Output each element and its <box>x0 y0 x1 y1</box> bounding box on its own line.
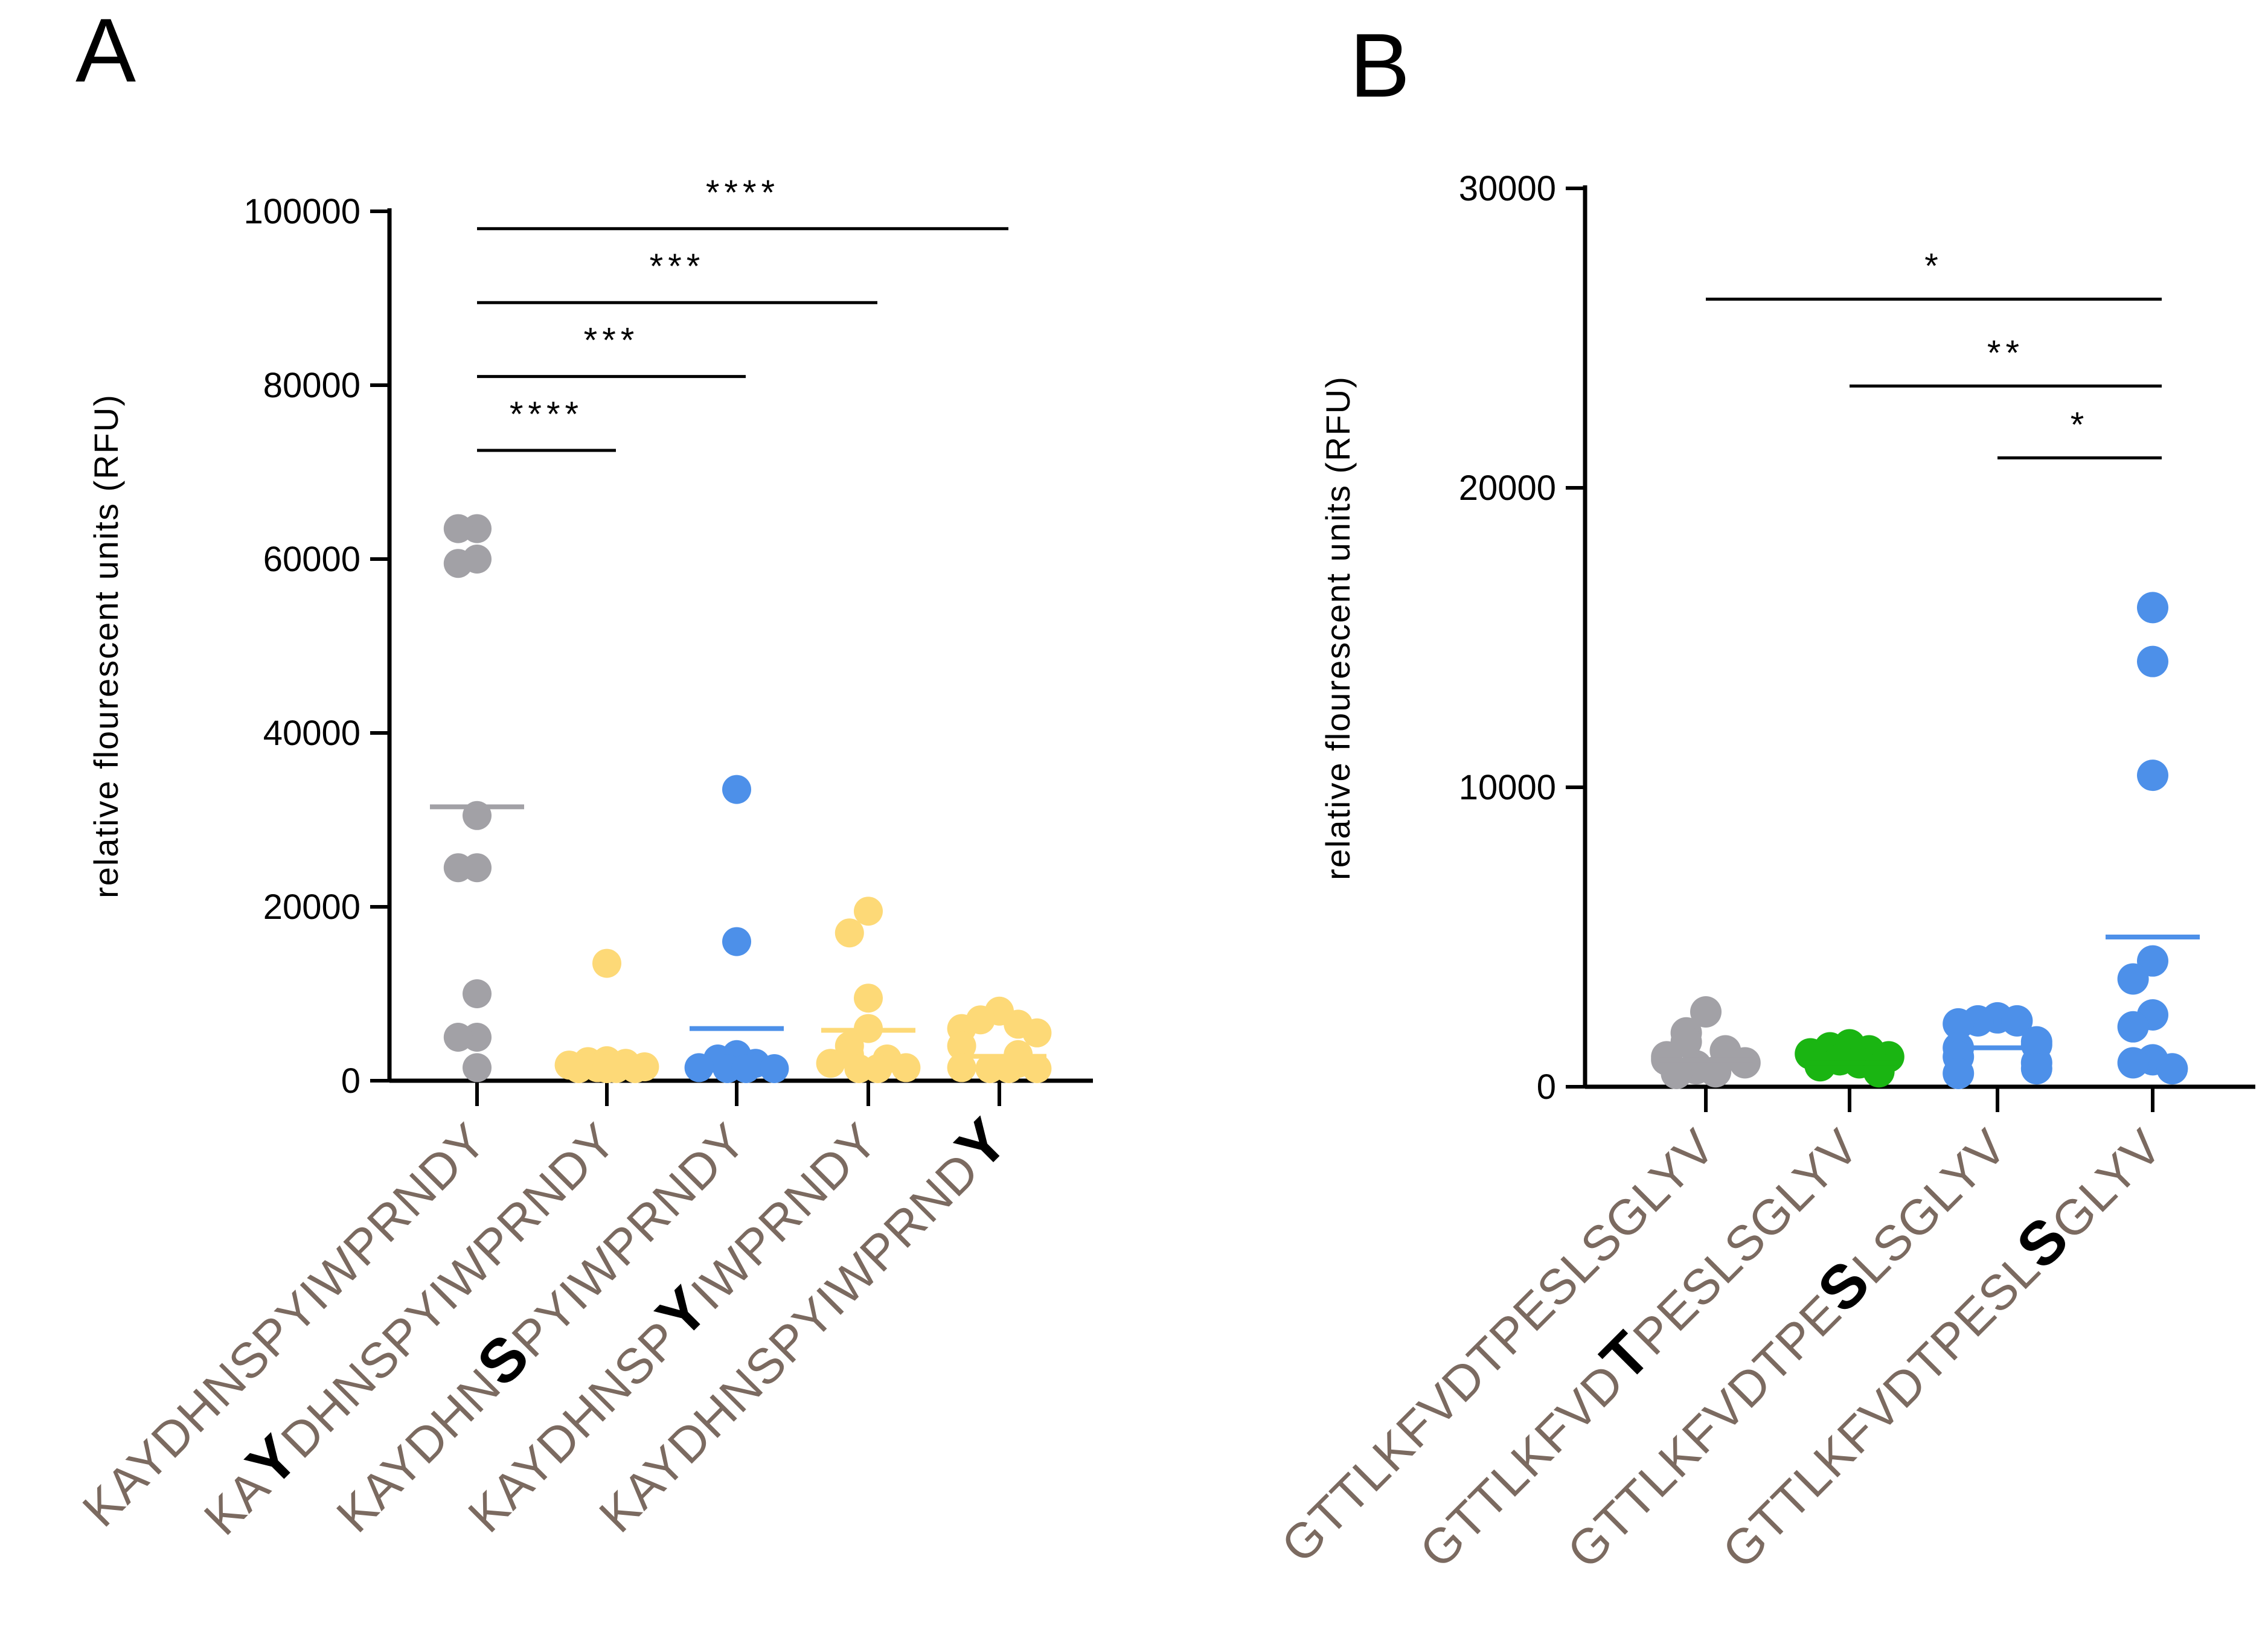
data-point <box>684 1053 714 1083</box>
panel-a-letter: A <box>75 0 136 101</box>
y-tick-label: 30000 <box>1459 169 1556 208</box>
data-point <box>947 1053 976 1083</box>
panel-b-letter: B <box>1350 14 1410 116</box>
data-point <box>722 775 751 804</box>
y-tick-label: 80000 <box>263 366 360 405</box>
y-axis-title: relative flourescent units (RFU) <box>87 394 125 898</box>
y-tick-label: 100000 <box>243 192 360 231</box>
data-point <box>592 948 621 978</box>
significance-stars: **** <box>706 173 780 213</box>
y-tick-label: 40000 <box>263 714 360 753</box>
category-label-post: GLYV <box>2041 1119 2173 1250</box>
significance-stars: ** <box>1987 333 2024 373</box>
significance-stars: * <box>1924 247 1943 286</box>
data-point <box>834 918 864 948</box>
data-point <box>1690 996 1722 1028</box>
data-point <box>1943 1008 1975 1040</box>
data-point <box>1022 1018 1052 1047</box>
y-tick-label: 20000 <box>1459 469 1556 508</box>
data-point <box>463 979 492 1008</box>
data-point <box>1804 1050 1836 1082</box>
data-point <box>722 927 751 956</box>
y-tick-label: 0 <box>341 1061 360 1101</box>
data-point <box>2117 1047 2149 1079</box>
data-point <box>854 984 883 1013</box>
significance-stars: *** <box>584 321 639 360</box>
data-point <box>443 1023 473 1052</box>
panel-b-chart: 0 10000 20000 30000 relative flourescent uni… <box>1271 169 2255 1579</box>
data-point <box>2001 1005 2033 1037</box>
data-point <box>2137 645 2168 677</box>
y-tick-label: 0 <box>1537 1067 1556 1107</box>
data-point <box>816 1049 845 1078</box>
data-point <box>2020 1053 2052 1085</box>
y-axis-title: relative flourescent units (RFU) <box>1319 376 1357 880</box>
data-point <box>463 1053 492 1083</box>
data-point <box>760 1054 789 1083</box>
data-point <box>443 514 473 543</box>
data-point <box>2117 963 2149 995</box>
data-point <box>2156 1053 2188 1085</box>
category-label-pre: GTTLKFVDTPE <box>1557 1285 1852 1579</box>
data-point <box>947 1031 976 1061</box>
data-point <box>863 1054 892 1083</box>
data-point <box>994 1054 1023 1083</box>
data-point <box>443 549 473 578</box>
data-point <box>854 897 883 926</box>
data-point <box>2117 1011 2149 1043</box>
data-point <box>443 853 473 883</box>
data-point <box>1661 1058 1693 1089</box>
data-point <box>731 1054 761 1083</box>
significance-stars: **** <box>510 395 583 434</box>
category-label-post: PYIWPRNDY <box>502 1113 757 1367</box>
data-point <box>1943 1058 1975 1089</box>
data-point <box>1022 1054 1052 1083</box>
panel-a-chart: 0 20000 40000 60000 80000 100000 relative flou… <box>72 173 1093 1546</box>
y-tick-label: 10000 <box>1459 768 1556 807</box>
data-point <box>1729 1047 1761 1079</box>
data-point <box>2137 760 2168 792</box>
data-point <box>891 1053 921 1083</box>
data-point <box>2137 592 2168 624</box>
significance-stars: * <box>2071 405 2089 444</box>
y-tick-label: 20000 <box>263 888 360 927</box>
y-tick-label: 60000 <box>263 540 360 579</box>
data-point <box>1700 1056 1732 1088</box>
significance-stars: *** <box>650 247 705 286</box>
